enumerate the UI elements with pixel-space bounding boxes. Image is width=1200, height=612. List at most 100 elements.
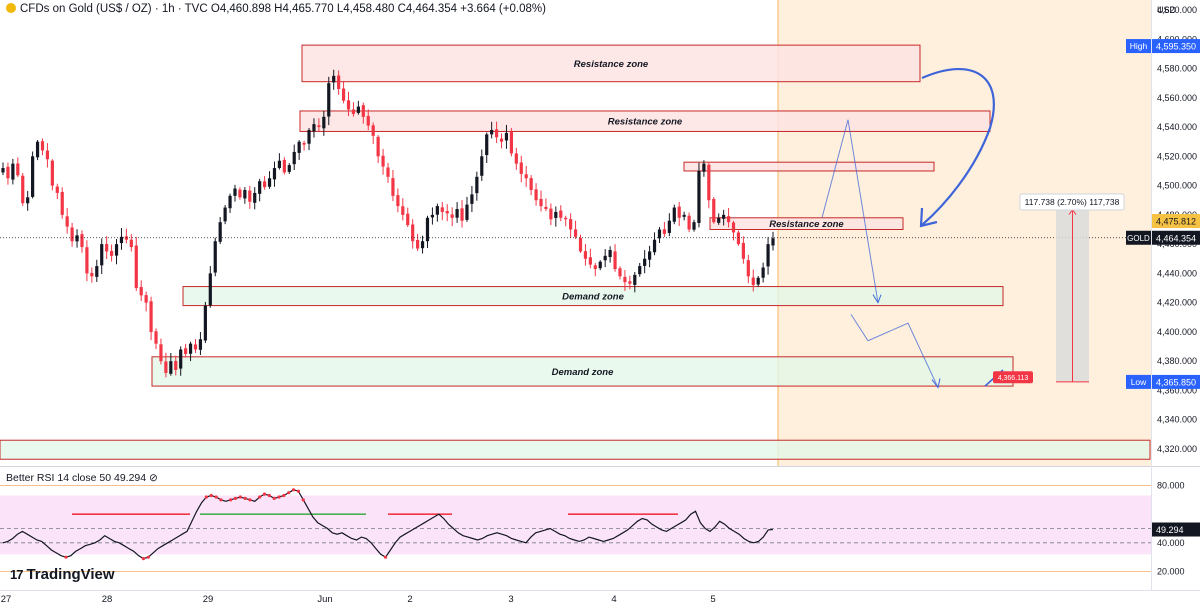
rsi-oversold-point <box>146 555 150 559</box>
candle-body <box>490 129 494 135</box>
rsi-overbought-point <box>277 495 281 499</box>
candle-body <box>544 206 548 210</box>
candle-body <box>682 214 686 217</box>
time-tick-label: 2 <box>407 594 412 605</box>
gold-price-value: 4,464.354 <box>1156 233 1196 243</box>
high-price-label <box>1152 39 1200 54</box>
candle-body <box>657 229 662 239</box>
candle-body <box>312 124 316 132</box>
candle-body <box>332 75 336 83</box>
demand-zone[interactable] <box>182 286 1004 307</box>
tradingview-logo-icon: 17 <box>10 567 24 582</box>
candle-body <box>450 214 454 218</box>
projection-path-upper[interactable] <box>821 119 879 303</box>
marker-price-badge[interactable] <box>993 371 1033 384</box>
candle-body <box>460 208 464 221</box>
candle-body <box>480 156 484 176</box>
candle-body <box>60 191 64 215</box>
candle-body <box>687 215 691 230</box>
brand-name: TradingView <box>26 566 115 583</box>
time-tick-label: Jun <box>317 594 332 605</box>
resistance-zone[interactable] <box>683 161 935 172</box>
high-price-tag-text: High <box>1130 41 1148 51</box>
candle-body <box>573 229 578 237</box>
candle-body <box>129 239 133 248</box>
demand-zone[interactable] <box>0 439 1151 460</box>
candle-body <box>366 115 370 126</box>
candle-body <box>455 209 459 218</box>
rsi-overbought-point <box>272 496 276 500</box>
rsi-overbought-point <box>301 498 305 502</box>
candle-body <box>736 232 741 245</box>
candle-body <box>416 240 420 249</box>
gold-price-label <box>1152 230 1200 245</box>
rsi-overbought-point <box>243 496 247 500</box>
candle-body <box>277 160 282 168</box>
candle-body <box>164 361 168 373</box>
chart-header: CFDs on Gold (US$ / OZ) · 1h · TVC O4,46… <box>6 3 546 15</box>
candle-body <box>494 129 499 138</box>
rsi-overbought-point <box>238 495 242 499</box>
resistance-zone[interactable] <box>709 217 904 231</box>
price-tick-label: 4,580.000 <box>1157 64 1197 74</box>
projection-path-lower[interactable] <box>850 314 939 388</box>
rsi-legend[interactable]: Better RSI 14 close 50 49.294 ⊘ <box>6 472 158 484</box>
candle-body <box>70 227 74 242</box>
candle-body <box>322 116 326 129</box>
rsi-overbought-point <box>296 489 301 493</box>
candle-body <box>75 235 79 242</box>
candle-body <box>633 274 637 285</box>
candle-body <box>425 217 430 242</box>
candle-body <box>203 305 207 341</box>
candle-body <box>55 186 59 193</box>
candle-body <box>307 129 311 144</box>
candle-body <box>672 207 676 222</box>
rsi-tick-label: 40.000 <box>1157 538 1185 548</box>
rsi-tick-label: 80.000 <box>1157 481 1185 491</box>
candle-body <box>692 222 696 230</box>
curved-arrowhead-icon <box>919 207 938 228</box>
candle-body <box>751 277 755 286</box>
candle-body <box>588 257 592 265</box>
candle-body <box>465 204 469 220</box>
candle-body <box>50 160 54 186</box>
candle-body <box>346 100 351 110</box>
candle-body <box>771 238 775 246</box>
resistance-zone[interactable] <box>299 110 991 132</box>
rsi-overbought-point <box>219 498 223 502</box>
low-price-tag-text: Low <box>1131 377 1147 387</box>
demand-zone[interactable] <box>151 356 1014 387</box>
candle-body <box>445 211 449 214</box>
rsi-overbought-point <box>248 498 252 502</box>
candle-body <box>341 88 346 101</box>
symbol-title[interactable]: CFDs on Gold (US$ / OZ) · 1h · TVC <box>20 3 208 15</box>
low-price-tag <box>1126 374 1151 389</box>
candle-body <box>435 206 439 215</box>
candle-body <box>105 243 109 252</box>
candle-body <box>361 105 365 117</box>
candle-body <box>282 159 286 173</box>
settings-icon[interactable]: ⊘ <box>149 472 158 484</box>
candle-body <box>272 168 277 180</box>
candle-body <box>638 266 642 275</box>
candle-body <box>504 132 509 141</box>
candle-body <box>223 207 227 222</box>
curved-arrow[interactable] <box>921 68 995 226</box>
resistance-zone[interactable] <box>301 44 921 83</box>
zone-label: Resistance zone <box>769 219 844 230</box>
low-price-value: 4,365.850 <box>1156 377 1196 387</box>
candle-body <box>109 250 114 256</box>
rsi-oversold-point <box>141 557 146 561</box>
candle-body <box>35 141 40 158</box>
price-tick-label: 4,320.000 <box>1157 444 1197 454</box>
candle-body <box>297 141 301 153</box>
candle-body <box>406 213 410 226</box>
price-tick-label: 4,440.000 <box>1157 268 1197 278</box>
candle-body <box>169 361 173 374</box>
candle-body <box>302 142 306 145</box>
rsi-line[interactable] <box>2 489 774 560</box>
tradingview-logo[interactable]: 17 TradingView <box>10 566 115 583</box>
candle-body <box>351 109 356 114</box>
